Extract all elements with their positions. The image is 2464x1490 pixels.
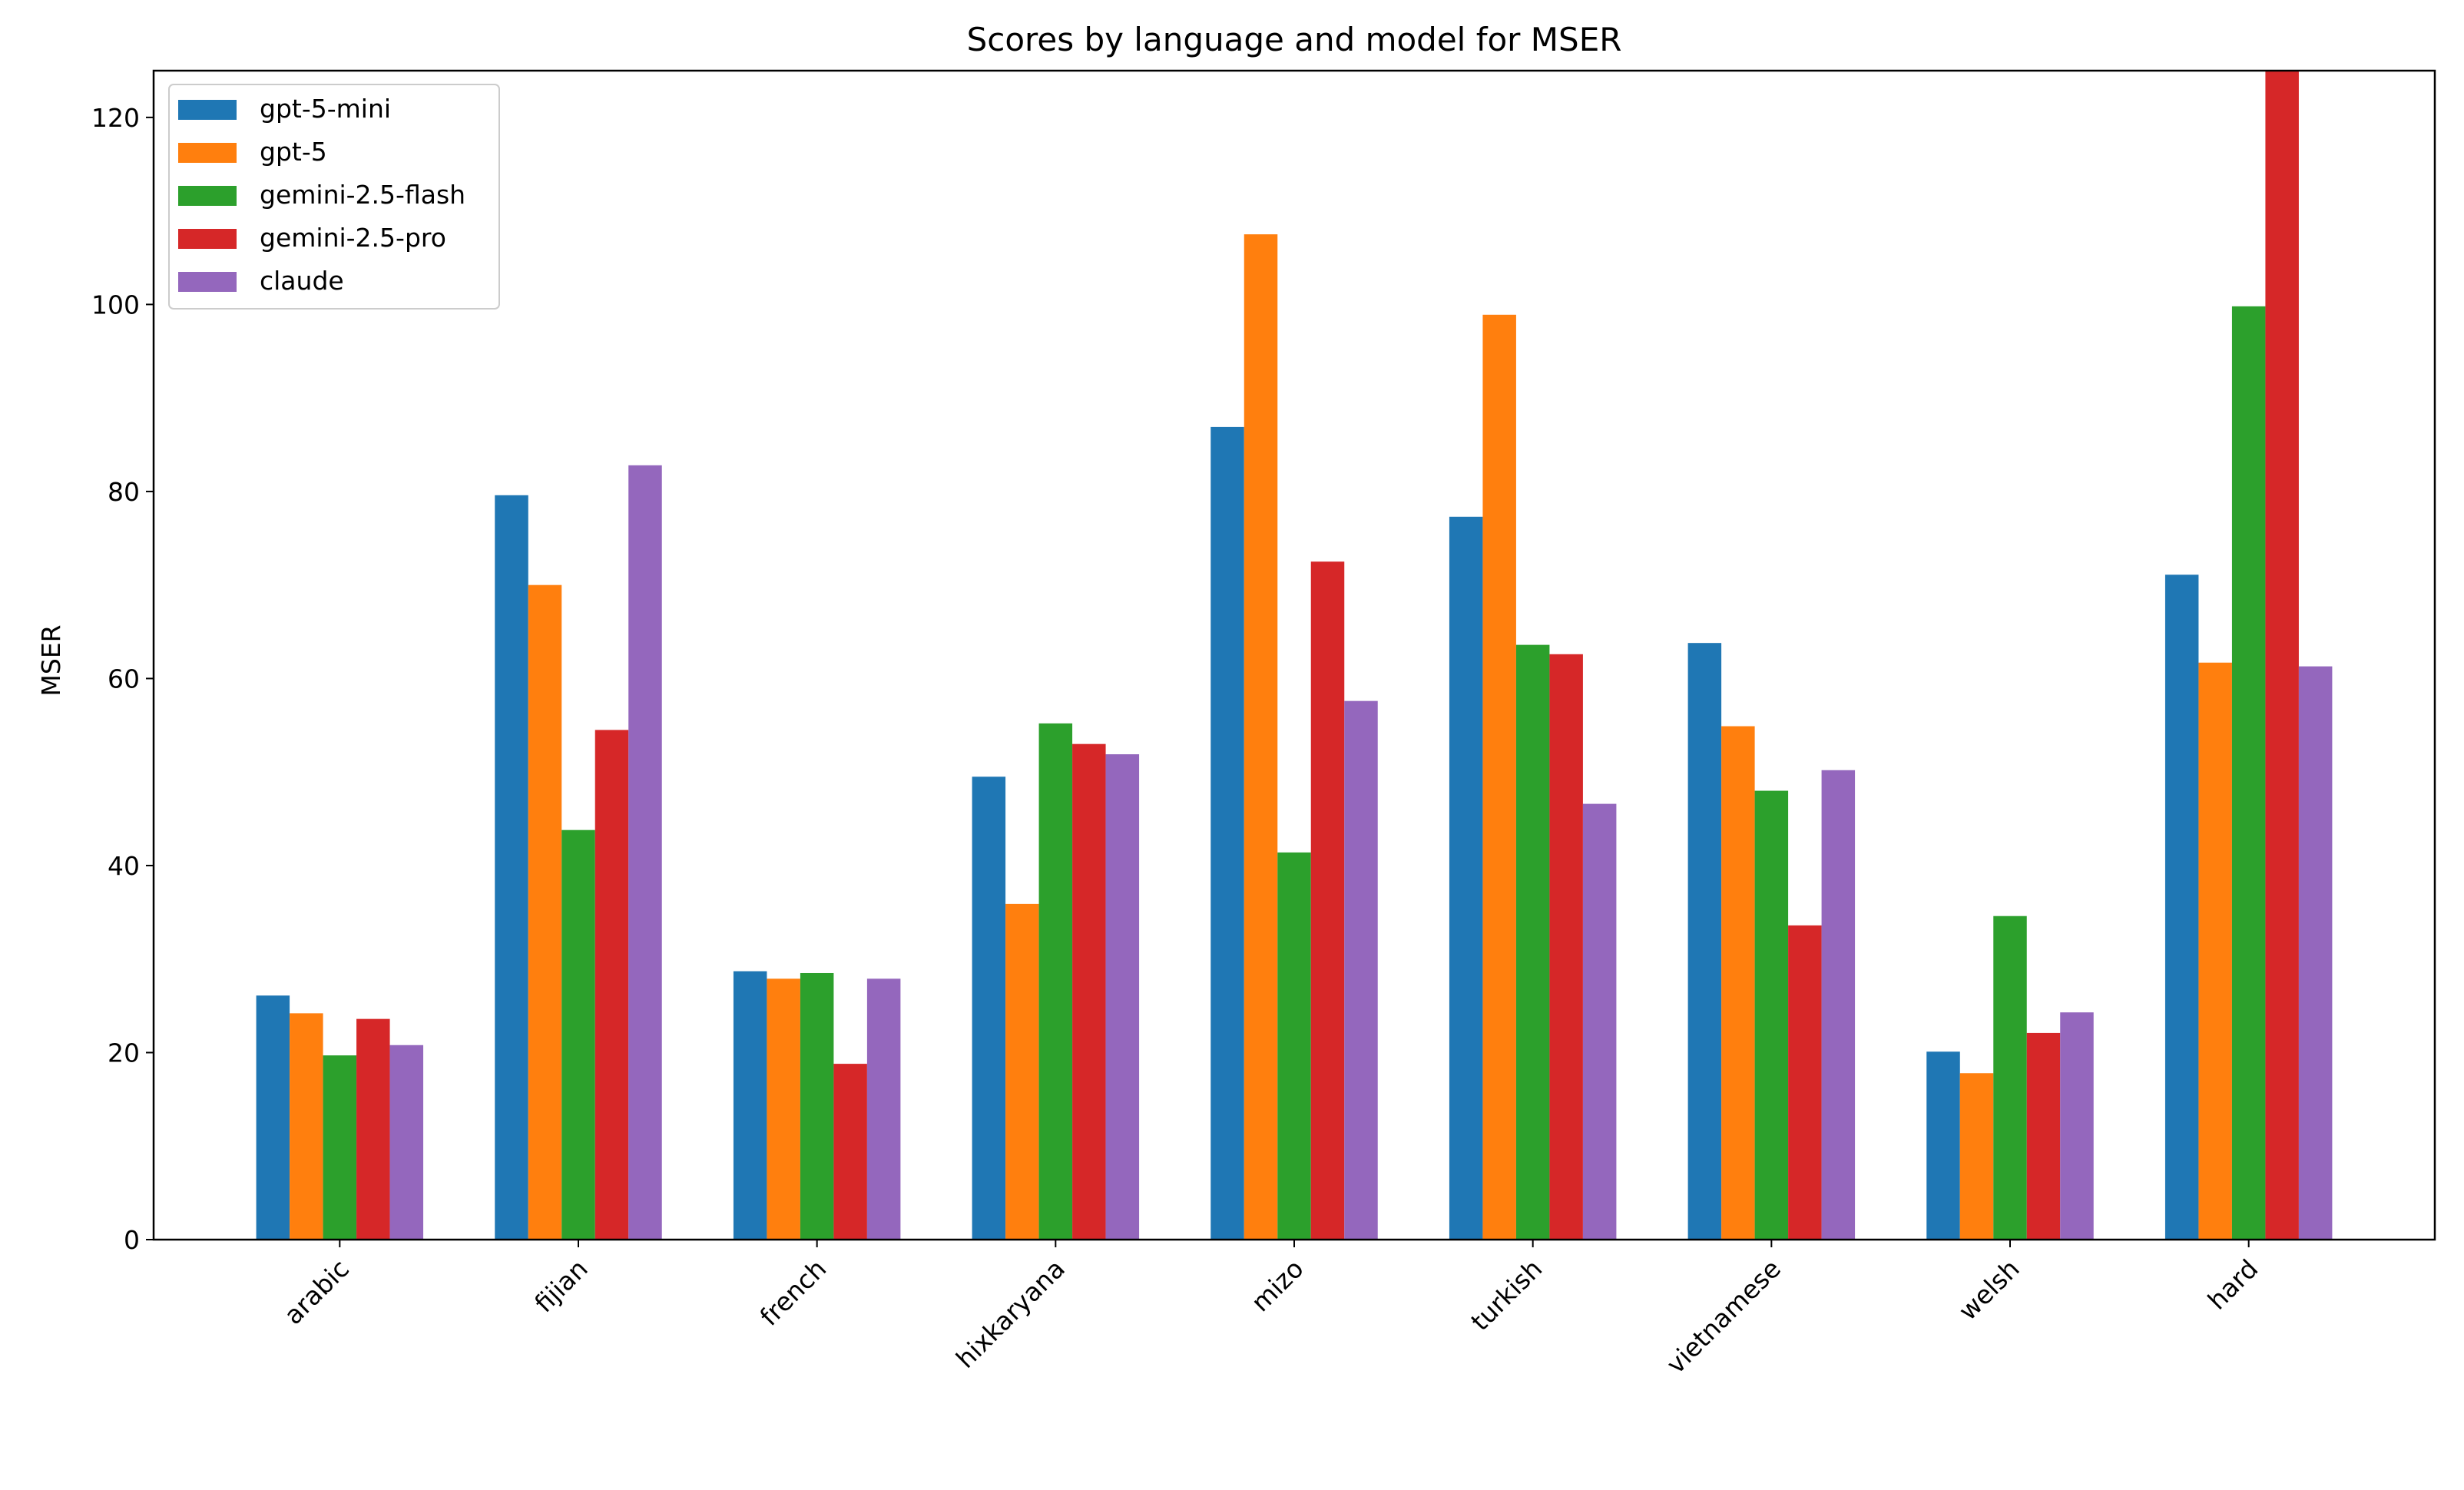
bar-gemini-2.5-flash-hixkaryana [1038,723,1073,1240]
bar-claude-welsh [2060,1012,2094,1240]
bar-gpt-5-mini-turkish [1449,516,1483,1240]
bar-gemini-2.5-pro-fijian [594,730,629,1240]
bar-gemini-2.5-flash-vietnamese [1754,790,1789,1240]
bar-claude-mizo [1344,700,1378,1240]
legend-swatch [178,229,237,249]
y-tick-label: 100 [91,290,140,320]
bar-gpt-5-mini-welsh [1926,1051,1960,1240]
y-tick-label: 80 [108,477,140,507]
legend-label: gemini-2.5-pro [260,223,446,253]
bar-gemini-2.5-pro-mizo [1310,561,1345,1240]
bar-gpt-5-welsh [1959,1073,1994,1240]
bar-claude-french [866,978,901,1240]
legend-box [168,84,500,310]
x-tick-label: hard [2202,1253,2264,1316]
bar-gpt-5-hard [2198,662,2232,1240]
x-tick-label: fijian [528,1253,593,1318]
bar-gpt-5-mini-fijian [495,495,528,1240]
bar-claude-arabic [389,1045,424,1240]
legend-swatch [178,186,237,206]
x-tick-label: mizo [1245,1253,1309,1317]
x-tick-label: arabic [278,1253,355,1330]
x-tick-label: welsh [1952,1253,2025,1326]
bar-gemini-2.5-pro-turkish [1549,654,1583,1240]
x-tick-label: vietnamese [1661,1253,1787,1379]
bar-claude-fijian [628,465,662,1240]
bar-gemini-2.5-pro-hixkaryana [1072,743,1106,1240]
legend-label: claude [260,266,344,296]
bar-gemini-2.5-pro-arabic [356,1018,390,1240]
legend: gpt-5-mini gpt-5 gemini-2.5-flash gemini-2.… [168,84,500,310]
y-axis-label: MSER [36,624,66,696]
bar-gemini-2.5-pro-vietnamese [1788,925,1822,1240]
bar-gpt-5-mini-mizo [1210,426,1244,1240]
bar-claude-vietnamese [1821,770,1856,1240]
bar-gemini-2.5-pro-welsh [2026,1032,2061,1240]
bar-gemini-2.5-flash-arabic [323,1055,357,1240]
bar-claude-hixkaryana [1105,754,1140,1240]
y-tick-label: 0 [124,1225,140,1255]
bar-gpt-5-hixkaryana [1005,903,1039,1240]
legend-label: gemini-2.5-flash [260,180,465,210]
bar-gpt-5-mini-hixkaryana [972,776,1006,1240]
bar-gemini-2.5-flash-turkish [1515,644,1550,1240]
bar-gpt-5-mini-vietnamese [1687,643,1722,1240]
y-tick-label: 20 [108,1038,140,1068]
legend-label: gpt-5 [260,137,327,167]
plot-frame [152,69,2436,1241]
bar-gemini-2.5-flash-welsh [1993,916,2027,1240]
y-tick-label: 120 [91,103,140,133]
bar-gpt-5-mini-arabic [256,995,290,1240]
bar-gemini-2.5-flash-hard [2231,306,2266,1240]
bar-gpt-5-french [767,978,800,1240]
bar-gpt-5-arabic [290,1013,323,1240]
bar-gemini-2.5-flash-french [800,972,834,1240]
y-tick-label: 40 [108,851,140,881]
bar-gpt-5-mizo [1244,234,1278,1240]
bar-gemini-2.5-pro-french [833,1064,867,1240]
legend-swatch [178,143,237,163]
bar-gpt-5-fijian [528,584,562,1240]
bar-gemini-2.5-flash-mizo [1277,852,1311,1240]
bar-gemini-2.5-flash-fijian [561,829,595,1240]
bar-gpt-5-mini-french [733,971,767,1240]
legend-swatch [178,100,237,120]
bar-gpt-5-turkish [1482,314,1516,1240]
y-tick-label: 60 [108,664,140,694]
bar-gpt-5-vietnamese [1721,726,1755,1240]
legend-label: gpt-5-mini [260,94,391,124]
legend-swatch [178,272,237,292]
bar-claude-turkish [1582,803,1617,1240]
x-tick-label: hixkaryana [950,1253,1071,1374]
chart-title: Scores by language and model for MSER [967,21,1622,58]
bar-gpt-5-mini-hard [2164,574,2199,1240]
bar-gemini-2.5-pro-hard [2265,71,2299,1240]
bar-claude-hard [2298,666,2333,1240]
x-tick-label: turkish [1465,1253,1548,1336]
x-tick-label: french [754,1253,833,1332]
